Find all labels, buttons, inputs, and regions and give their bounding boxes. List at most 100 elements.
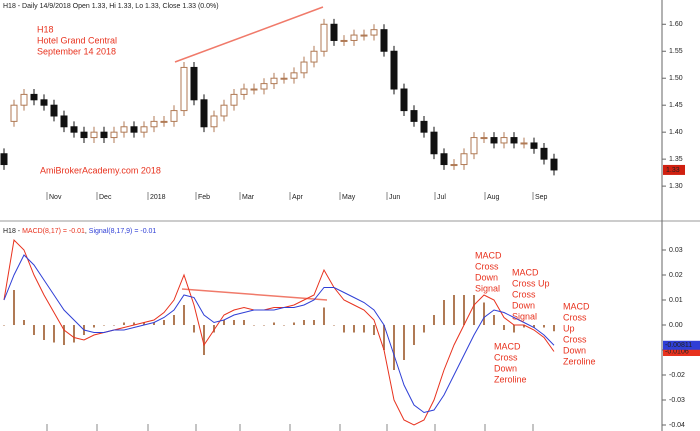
candle-body	[510, 137, 518, 144]
histogram-bar	[483, 302, 485, 325]
y-tick-label: 1.30	[669, 183, 683, 190]
candle-body	[140, 126, 148, 133]
annotation: Cross	[563, 312, 587, 322]
histogram-bar	[333, 325, 335, 326]
candle-body	[200, 99, 208, 128]
histogram-bar	[343, 325, 345, 333]
histogram-bar	[163, 320, 165, 325]
candle-body	[500, 137, 508, 144]
histogram-bar	[473, 295, 475, 325]
candle-body	[50, 104, 58, 117]
histogram-bar	[113, 325, 115, 326]
histogram-bar	[423, 325, 425, 333]
candle-body	[130, 126, 138, 133]
candle-body	[270, 77, 278, 85]
candle-body	[110, 131, 118, 139]
x-tick-label: May	[342, 194, 356, 201]
histogram-bar	[43, 325, 45, 340]
histogram-bar	[363, 325, 365, 333]
annotation: Zeroline	[494, 374, 527, 384]
y-tick-label: 1.60	[669, 21, 683, 28]
macd-line	[3, 254, 555, 414]
annotation: MACD	[475, 250, 502, 260]
x-tick-label: Apr	[292, 194, 304, 201]
y-tick-label: 0.03	[669, 247, 683, 254]
histogram-bar	[503, 325, 505, 330]
annotation: Down	[563, 345, 586, 355]
candle-body	[280, 77, 288, 80]
candle-body	[0, 153, 8, 166]
candle-body	[190, 66, 198, 101]
candle-body	[450, 164, 458, 167]
histogram-bar	[293, 322, 295, 325]
y-tick-label: -0.04	[669, 422, 685, 429]
histogram-bar	[3, 325, 5, 326]
histogram-bar	[173, 315, 175, 325]
candle-body	[70, 126, 78, 133]
annotation: MACD	[563, 301, 590, 311]
annotation: Zeroline	[563, 356, 596, 366]
y-tick-label: 0.02	[669, 272, 683, 279]
x-tick-label: Dec	[99, 194, 112, 201]
histogram-bar	[263, 325, 265, 326]
trend-line	[174, 6, 324, 63]
histogram-bar	[273, 322, 275, 325]
candle-body	[170, 110, 178, 122]
annotation: Down	[512, 300, 535, 310]
candle-body	[150, 120, 158, 128]
annotation: Up	[563, 323, 575, 333]
histogram-bar	[133, 322, 135, 325]
histogram-bar	[443, 300, 445, 325]
x-tick-label: Aug	[487, 194, 500, 201]
candle-body	[520, 142, 528, 145]
candle-body	[480, 137, 488, 140]
y-tick-label: -0.02	[669, 372, 685, 379]
x-tick-label: Sep	[535, 194, 548, 201]
annotation: Cross	[563, 334, 587, 344]
annotation: MACD	[512, 267, 539, 277]
candle-body	[360, 34, 368, 37]
x-tick-label: Jun	[389, 194, 400, 201]
candle-body	[90, 131, 98, 139]
candle-body	[550, 158, 558, 171]
candle-body	[330, 23, 338, 41]
watermark: AmiBrokerAcademy.com 2018	[40, 165, 161, 175]
candle-body	[460, 153, 468, 166]
candle-body	[240, 88, 248, 95]
histogram-bar	[463, 295, 465, 325]
y-tick-label: 1.45	[669, 102, 683, 109]
candle-body	[220, 104, 228, 117]
candle-body	[420, 120, 428, 133]
histogram-bar	[193, 325, 195, 333]
histogram-bar	[303, 320, 305, 325]
candle-body	[390, 50, 398, 90]
candle-body	[350, 34, 358, 41]
x-tick-label: 2018	[150, 194, 166, 201]
annotation: Cross	[494, 352, 518, 362]
histogram-bar	[393, 325, 395, 370]
candle-body	[160, 120, 168, 123]
histogram-bar	[123, 322, 125, 325]
annotation: Cross	[475, 261, 499, 271]
histogram-bar	[13, 290, 15, 325]
candle-body	[290, 72, 298, 79]
x-tick-label: Mar	[242, 194, 255, 201]
header-part: H18 -	[3, 228, 22, 235]
header-part: MACD(8,17) = -0.01	[22, 228, 85, 235]
histogram-bar	[433, 315, 435, 325]
histogram-bar	[383, 325, 385, 350]
candle-body	[530, 142, 538, 149]
y-tick-label: -0.03	[669, 397, 685, 404]
histogram-bar	[523, 325, 525, 328]
candle-body	[320, 23, 328, 52]
histogram-bar	[53, 325, 55, 343]
macd-line	[3, 238, 555, 426]
y-tick-label: 0.00	[669, 322, 683, 329]
title-line: Hotel Grand Central	[37, 35, 117, 45]
candle-body	[540, 147, 548, 160]
candle-body	[340, 39, 348, 42]
histogram-bar	[73, 325, 75, 343]
candle-body	[100, 131, 108, 139]
